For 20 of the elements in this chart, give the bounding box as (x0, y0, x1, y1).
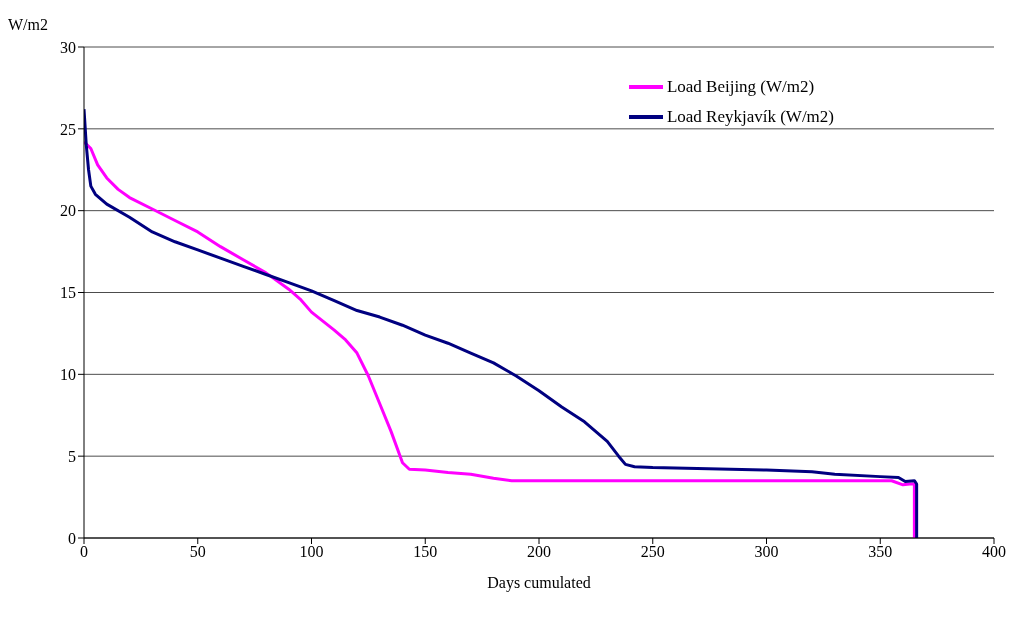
y-tick-label: 30 (60, 38, 76, 56)
y-tick-label: 15 (60, 284, 76, 302)
x-tick-label: 250 (640, 543, 665, 561)
y-axis-title: W/m2 (8, 16, 48, 34)
y-tick-label: 5 (68, 447, 76, 465)
y-tick-label: 10 (60, 366, 76, 384)
x-tick-label: 150 (413, 543, 438, 561)
x-axis-title: Days cumulated (487, 574, 591, 592)
y-tick-label: 20 (60, 202, 76, 220)
y-tick-label: 0 (68, 529, 76, 547)
x-tick-label: 350 (868, 543, 893, 561)
x-tick-label: 100 (299, 543, 324, 561)
x-tick-label: 300 (754, 543, 779, 561)
legend-label: Load Reykjavík (W/m2) (666, 106, 834, 128)
legend-label: Load Beijing (W/m2) (666, 76, 815, 98)
x-tick-label: 200 (527, 543, 551, 561)
x-tick-label: 0 (80, 543, 88, 561)
x-tick-label: 400 (982, 543, 1006, 561)
x-tick-label: 50 (189, 543, 206, 561)
y-tick-label: 25 (60, 120, 76, 138)
